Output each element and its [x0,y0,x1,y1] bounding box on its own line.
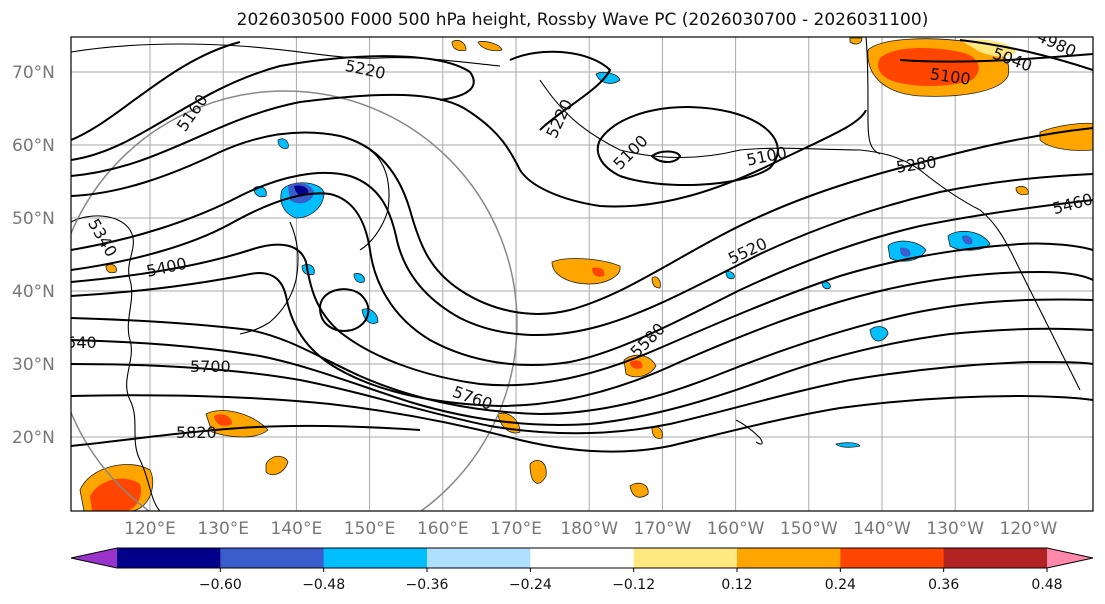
contour-label: 5540 [56,333,97,352]
coast-canada-north [865,37,881,155]
contour-5100-ring [596,106,779,186]
map-title: 2026030500 F000 500 hPa height, Rossby W… [236,10,929,30]
contour-low-ring [318,288,370,332]
anomaly-patch-small-b3 [725,271,735,280]
anomaly-patch-small-1 [651,276,661,289]
anomaly-patch-hawaii [835,442,861,448]
lon-label: 120°W [1000,519,1058,539]
anomaly-patch-nwpac-3 [353,273,365,283]
anomaly-patch-arctic-1 [451,40,467,52]
colorbar-segment [323,548,428,568]
contour-arctic [899,53,1093,63]
lon-label: 170°W [634,519,692,539]
anomaly-patch-subtrop-core [630,360,643,369]
colorbar-extend-high [1047,548,1093,568]
lat-label: 70°N [12,63,55,83]
colorbar-tick-label: −0.12 [612,577,655,593]
coast-alaska [539,79,1081,391]
contour-5220 [71,55,475,161]
colorbar-tick-label: −0.24 [509,577,552,593]
contour-5760 [71,394,1093,453]
colorbar-tick-label: −0.48 [302,577,345,593]
colorbar-segment [117,548,221,568]
lon-label: 150°E [344,519,396,539]
contour-5100-inner [650,150,682,163]
colorbar-outline [70,547,1094,569]
contour-5820 [71,424,421,447]
latitude-labels: 70°N 60°N 50°N 40°N 30°N 20°N [12,63,55,448]
colorbar-tick-label: 0.36 [928,577,959,593]
anomaly-patch-arctic-3 [849,37,863,45]
anomaly-shading [79,37,1093,511]
contour-5580 [71,298,1093,416]
lon-label: 160°W [707,519,765,539]
lat-label: 40°N [12,282,55,302]
anomaly-patch-tropics [529,460,547,484]
contour-label: 5700 [190,357,231,376]
anomaly-patch-tropics-2 [629,482,649,498]
lon-label: 160°E [417,519,469,539]
contour-label: 5820 [176,423,217,442]
anomaly-patch-taiwan-core [214,414,232,426]
lon-label: 140°W [853,519,911,539]
anomaly-patch-small-b1 [277,138,289,149]
lon-label: 120°E [124,519,176,539]
anomaly-patch-southchina-core [90,478,142,511]
contour-5160 [71,41,241,141]
lat-label: 60°N [12,136,55,156]
contour-5520 [71,242,1093,387]
lon-label: 130°W [926,519,984,539]
colorbar-segment [943,548,1048,568]
anomaly-patch-arctic-2 [477,41,503,52]
colorbar-tick-label: 0.48 [1031,577,1062,593]
contour-arctic-2 [959,39,1093,71]
contour-5700 [71,360,1093,435]
colorbar-extend-low [71,548,117,568]
lat-label: 20°N [12,428,55,448]
anomaly-patch-alaska-core [878,48,979,86]
anomaly-patch-gulf-alaska-core [900,247,911,257]
anomaly-patch-midpac [551,258,621,285]
colorbar: −0.60 −0.48 −0.36 −0.24 −0.12 0.12 0.24 0.36 0.4… [70,547,1094,593]
projection-circle [71,90,518,511]
contour-5640 [71,327,1093,426]
colorbar-tick-label: 0.24 [825,577,856,593]
anomaly-patch-japan-deep [294,185,309,196]
coast-east-asia [71,215,161,511]
colorbar-segment [737,548,841,568]
anomaly-patch-midpac-core [592,267,605,277]
longitude-labels: 120°E 130°E 140°E 150°E 160°E 170°E 180°W 170°W… [124,519,1057,539]
lon-label: 150°W [780,519,838,539]
contour-5540 [71,270,1093,408]
colorbar-segment [427,548,531,568]
lon-label: 140°E [271,519,323,539]
anomaly-patch-epac [869,326,889,342]
colorbar-segment [840,548,945,568]
colorbar-segment [530,548,635,568]
contour-5340 [71,127,1093,315]
colorbar-segment [220,548,325,568]
anomaly-patch-phil-sea [265,455,289,476]
anomaly-patch-wcoast [1015,186,1029,196]
contour-5460 [71,192,1093,367]
contour-5230-lobe [509,50,612,131]
colorbar-tick-label: −0.60 [199,577,242,593]
contour-5400 [71,171,1093,336]
height-contours [71,39,1093,453]
lat-label: 30°N [12,355,55,375]
colorbar-segment [633,548,738,568]
map-frame [70,36,1094,512]
anomaly-patch-oregon-core [962,235,973,245]
coast-hawaii [735,419,763,445]
anomaly-patch-alaska-edge [960,39,1016,57]
lon-label: 130°E [197,519,249,539]
lon-label: 180°W [560,519,618,539]
anomaly-patch-small-2 [105,264,117,274]
colorbar-tick-label: 0.12 [721,577,752,593]
lat-label: 50°N [12,209,55,229]
colorbar-tick-label: −0.36 [406,577,449,593]
lon-label: 170°E [490,519,542,539]
